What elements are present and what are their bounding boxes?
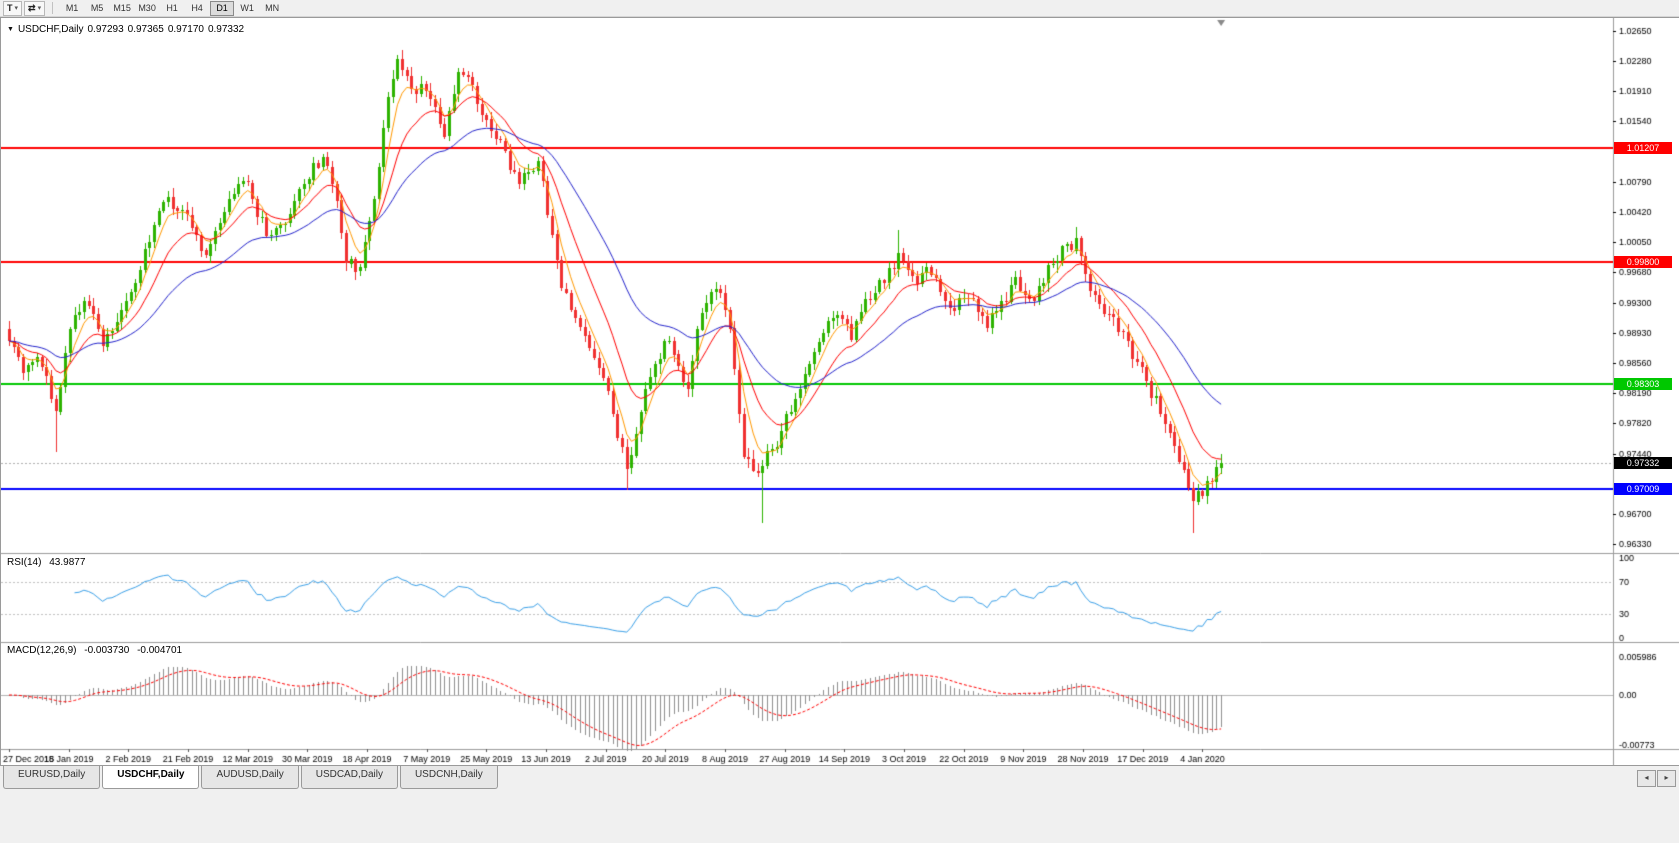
chart-tab-eurusd[interactable]: EURUSD,Daily (3, 766, 101, 789)
top-toolbar: T ▾ ⇄ ▾ M1 M5 M15 M30 H1 H4 D1 W1 MN (0, 0, 1679, 17)
rsi-indicator-value: 43.9877 (49, 557, 86, 568)
timeframe-m15-button[interactable]: M15 (113, 2, 131, 13)
bottom-strip (0, 791, 1679, 843)
timeframe-h4-button[interactable]: H4 (191, 2, 203, 13)
macd-main-value: -0.003730 (84, 645, 130, 656)
dropdown-caret-icon: ▾ (14, 5, 19, 12)
timeframe-m1-button[interactable]: M1 (65, 2, 79, 13)
timeframe-m30-button[interactable]: M30 (138, 2, 156, 13)
macd-indicator-name: MACD(12,26,9) (7, 645, 77, 656)
rsi-indicator-name: RSI(14) (7, 557, 42, 568)
toolbar-separator (52, 2, 54, 14)
current-price-badge[interactable]: 0.97332 (1614, 457, 1672, 469)
tab-scroll-left-button[interactable]: ◂ (1637, 770, 1656, 787)
hline-price-badge[interactable]: 0.98303 (1614, 378, 1672, 390)
tool-buttons: T ▾ ⇄ ▾ (3, 0, 46, 16)
chart-tab-list: EURUSD,Daily USDCHF,Daily AUDUSD,Daily USDC… (3, 766, 498, 789)
objects-tool-button[interactable]: ⇄ ▾ (24, 0, 46, 16)
chart-tab-usdcnh[interactable]: USDCNH,Daily (399, 766, 498, 789)
timeframe-mn-button[interactable]: MN (265, 2, 280, 13)
chart-tab-usdcad[interactable]: USDCAD,Daily (300, 766, 398, 789)
hline-price-badge[interactable]: 0.99800 (1614, 256, 1672, 268)
timeframe-h1-button[interactable]: H1 (166, 2, 178, 13)
timeframe-m5-button[interactable]: M5 (90, 2, 104, 13)
chart-symbol-title: USDCHF,Daily (17, 24, 84, 35)
timeframe-w1-button[interactable]: W1 (240, 2, 254, 13)
timeframe-buttons: M1 M5 M15 M30 H1 H4 D1 W1 MN (60, 0, 284, 16)
dropdown-caret-icon: ▾ (37, 5, 42, 12)
objects-tool-icon: ⇄ (28, 2, 36, 13)
macd-signal-value: -0.004701 (137, 645, 183, 656)
ohlc-low: 0.97170 (167, 24, 204, 35)
chart-tab-audusd[interactable]: AUDUSD,Daily (201, 766, 299, 789)
ohlc-close: 0.97332 (207, 24, 245, 35)
text-tool-button[interactable]: T ▾ (3, 0, 23, 16)
price-chart-canvas[interactable] (1, 18, 1679, 766)
timeframe-d1-button[interactable]: D1 (210, 0, 235, 16)
symbol-dropdown-icon[interactable]: ▼ (7, 26, 14, 33)
tab-scroll-controls: ◂ ▸ (1637, 770, 1676, 787)
chart-tab-bar: EURUSD,Daily USDCHF,Daily AUDUSD,Daily USDC… (0, 765, 1679, 791)
chart-ohlc-header: ▼ USDCHF,Daily 0.97293 0.97365 0.97170 0… (7, 24, 244, 35)
macd-indicator-header: MACD(12,26,9) -0.003730 -0.004701 (7, 645, 187, 656)
hline-price-badge[interactable]: 1.01207 (1614, 142, 1672, 154)
ohlc-open: 0.97293 (87, 24, 124, 35)
tab-scroll-right-button[interactable]: ▸ (1657, 770, 1676, 787)
ohlc-high: 0.97365 (127, 24, 164, 35)
text-tool-icon: T (7, 3, 13, 13)
rsi-indicator-header: RSI(14) 43.9877 (7, 557, 90, 568)
hline-price-badge[interactable]: 0.97009 (1614, 483, 1672, 495)
chart-tab-usdchf[interactable]: USDCHF,Daily (102, 766, 200, 789)
chart-window: ▼ USDCHF,Daily 0.97293 0.97365 0.97170 0… (0, 17, 1679, 766)
